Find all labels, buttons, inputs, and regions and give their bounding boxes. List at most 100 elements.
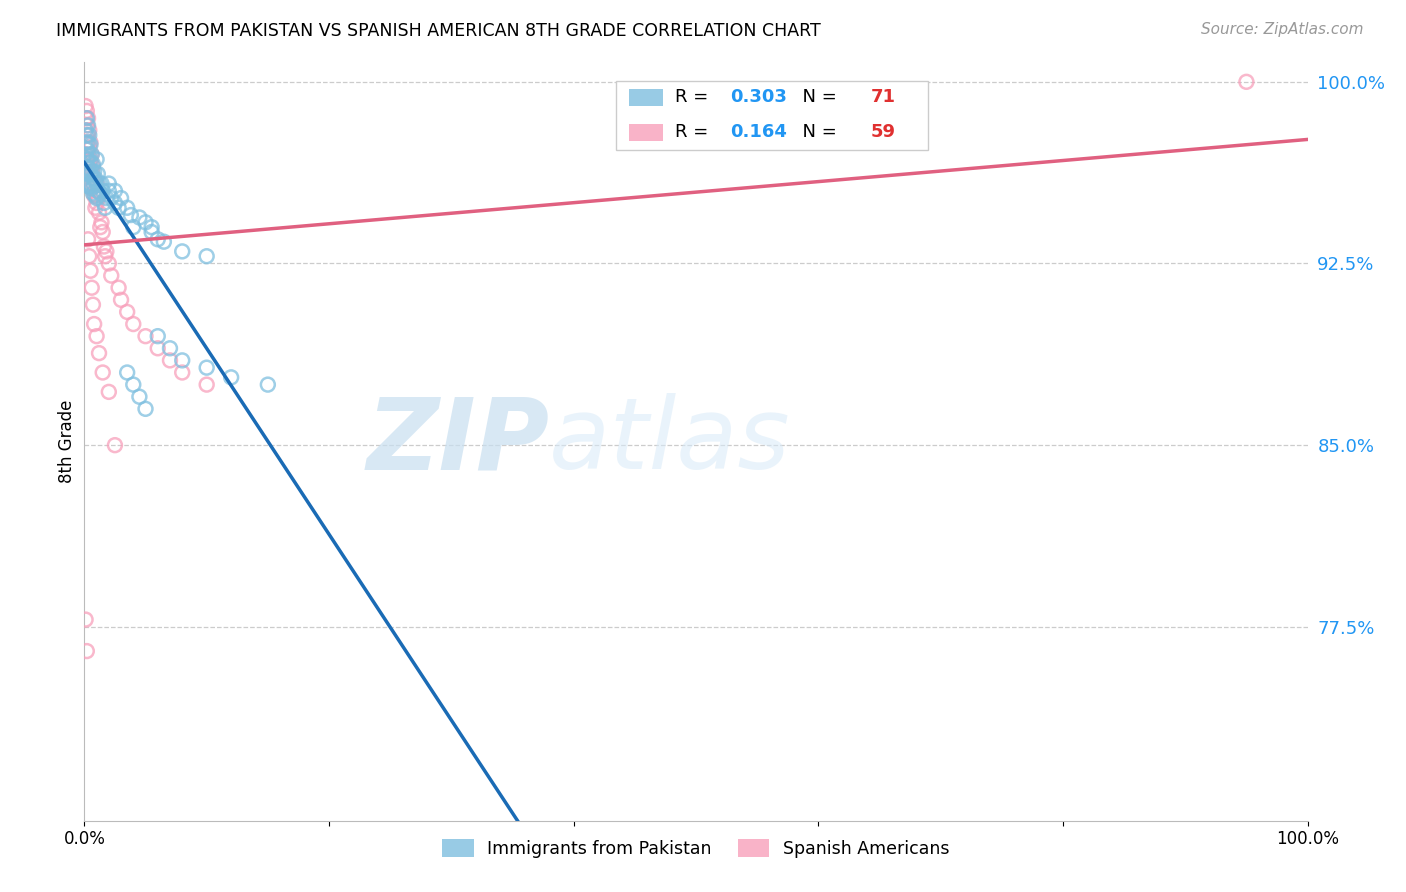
Point [77, 128, 100, 142]
Point [83, 164, 105, 178]
Point [84, 184, 107, 198]
Point [153, 235, 176, 249]
Point [76, 111, 98, 125]
Point [77, 147, 100, 161]
Point [75, 147, 97, 161]
Point [76, 147, 98, 161]
Point [135, 401, 157, 416]
Point [97, 384, 120, 399]
Point [77, 160, 100, 174]
Point [77, 123, 100, 137]
Point [94, 201, 117, 215]
FancyBboxPatch shape [628, 89, 664, 105]
Point [97, 256, 120, 270]
Point [87, 184, 110, 198]
Point [84, 201, 107, 215]
Point [115, 366, 138, 380]
Point [86, 191, 108, 205]
Point [86, 177, 108, 191]
Point [120, 208, 142, 222]
Point [75, 136, 97, 150]
Point [257, 377, 280, 392]
Point [75, 123, 97, 137]
Point [93, 196, 115, 211]
Point [87, 205, 110, 219]
Point [77, 249, 100, 263]
Point [90, 177, 112, 191]
Point [75, 613, 97, 627]
Text: Source: ZipAtlas.com: Source: ZipAtlas.com [1201, 22, 1364, 37]
Point [172, 353, 194, 368]
Point [97, 184, 120, 198]
Text: atlas: atlas [550, 393, 790, 490]
Point [122, 377, 145, 392]
Point [104, 196, 127, 211]
Point [82, 298, 104, 312]
Point [79, 178, 101, 193]
Point [94, 249, 117, 263]
Point [80, 164, 103, 178]
Point [77, 167, 100, 181]
Point [107, 201, 129, 215]
Point [75, 123, 97, 137]
Point [83, 317, 105, 331]
Point [172, 366, 194, 380]
Point [141, 225, 163, 239]
Legend: Immigrants from Pakistan, Spanish Americans: Immigrants from Pakistan, Spanish Americ… [436, 832, 956, 865]
Point [104, 184, 127, 198]
Point [80, 181, 103, 195]
Point [159, 341, 181, 355]
Point [77, 140, 100, 154]
FancyBboxPatch shape [628, 124, 664, 141]
Point [76, 164, 98, 178]
Y-axis label: 8th Grade: 8th Grade [58, 400, 76, 483]
Point [91, 366, 114, 380]
Point [172, 244, 194, 259]
Point [107, 281, 129, 295]
Point [82, 157, 104, 171]
Point [159, 353, 181, 368]
Point [79, 136, 101, 150]
Point [115, 305, 138, 319]
Point [80, 164, 103, 178]
Point [84, 171, 107, 186]
Point [75, 111, 97, 125]
Point [135, 329, 157, 343]
Point [122, 220, 145, 235]
Point [82, 177, 104, 191]
Point [91, 225, 114, 239]
Text: IMMIGRANTS FROM PAKISTAN VS SPANISH AMERICAN 8TH GRADE CORRELATION CHART: IMMIGRANTS FROM PAKISTAN VS SPANISH AMER… [56, 22, 821, 40]
Point [77, 136, 100, 150]
Point [82, 186, 104, 201]
Point [83, 171, 105, 186]
Point [82, 171, 104, 186]
Text: 71: 71 [870, 88, 896, 106]
Point [79, 264, 101, 278]
Point [115, 201, 138, 215]
Point [90, 215, 112, 229]
Point [87, 346, 110, 360]
Point [84, 188, 107, 202]
Text: R =: R = [675, 88, 714, 106]
Point [79, 137, 101, 152]
Point [89, 220, 111, 235]
Point [80, 181, 103, 195]
Point [75, 99, 97, 113]
Point [146, 329, 169, 343]
Point [96, 191, 118, 205]
Point [141, 220, 163, 235]
Point [82, 160, 104, 174]
Point [77, 128, 100, 142]
Point [83, 178, 105, 193]
Point [76, 119, 98, 133]
Point [195, 249, 218, 263]
Point [77, 154, 100, 169]
Point [77, 232, 100, 246]
Point [1236, 75, 1258, 89]
Point [77, 178, 100, 193]
Point [76, 153, 98, 167]
Point [80, 147, 103, 161]
Text: 59: 59 [870, 123, 896, 141]
Point [86, 329, 108, 343]
Point [83, 188, 105, 202]
